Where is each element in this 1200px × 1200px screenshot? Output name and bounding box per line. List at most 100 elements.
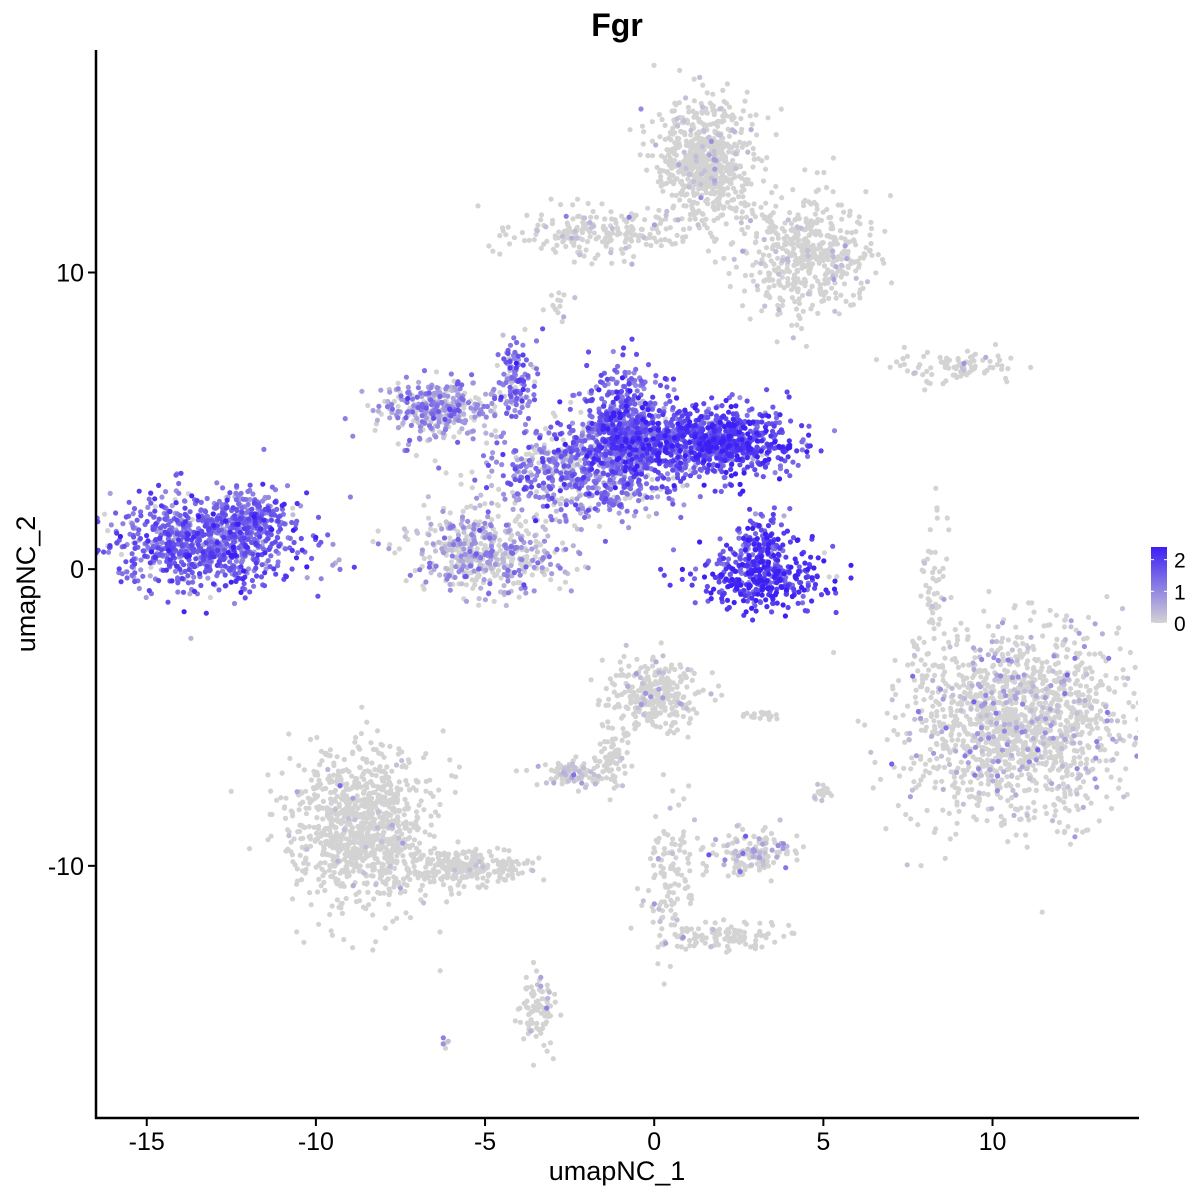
cell-point (408, 821, 414, 827)
cell-point (670, 125, 676, 131)
cell-point (526, 237, 532, 243)
cell-point (955, 737, 961, 743)
cell-point (548, 767, 555, 773)
cell-point (708, 190, 714, 197)
cell-point (705, 248, 712, 254)
cell-point (964, 348, 971, 354)
cell-point (1055, 692, 1061, 698)
cell-point (917, 362, 923, 368)
cell-point (739, 215, 745, 221)
cell-point (711, 144, 717, 150)
cell-point (375, 528, 381, 534)
cell-point (660, 168, 667, 174)
cell-point (814, 246, 820, 252)
cell-point (719, 692, 725, 698)
cell-point (863, 189, 869, 195)
cell-point (1004, 676, 1011, 683)
cell-point (380, 778, 386, 784)
cell-point (364, 781, 370, 787)
cell-point (723, 221, 729, 227)
cell-point (911, 779, 917, 785)
cell-point (497, 547, 503, 554)
cell-point (538, 988, 544, 994)
cell-point (758, 204, 764, 210)
cell-point (1058, 722, 1064, 728)
cell-point (1042, 700, 1049, 706)
cell-point (940, 807, 946, 813)
cell-point (967, 359, 973, 365)
cell-point (882, 228, 888, 234)
cell-point (924, 368, 930, 374)
cell-point (367, 824, 373, 830)
cell-point (540, 1021, 546, 1027)
cell-point (1060, 642, 1066, 648)
cell-point (953, 742, 959, 748)
cell-point (526, 531, 532, 537)
cell-point (306, 890, 313, 896)
cell-point (1063, 654, 1069, 660)
cell-point (818, 217, 825, 223)
cell-point (1022, 713, 1028, 720)
cell-point (741, 187, 747, 193)
cell-point (1044, 659, 1050, 665)
cell-point (354, 785, 360, 791)
cell-point (1015, 782, 1021, 788)
cell-point (615, 701, 621, 707)
cell-point (1166, 716, 1171, 721)
cell-point (499, 225, 506, 231)
cell-point (790, 187, 796, 193)
cell-point (794, 267, 800, 273)
cell-point (883, 826, 889, 832)
cell-point (803, 343, 810, 349)
cell-point (890, 683, 896, 689)
cell-point (349, 839, 355, 845)
cell-point (455, 839, 461, 845)
cell-point (357, 764, 363, 770)
cell-point (726, 149, 732, 155)
cell-point (773, 132, 779, 138)
cell-point (901, 344, 907, 350)
cell-point (996, 736, 1002, 742)
cell-point (370, 849, 376, 855)
cell-point (649, 138, 656, 144)
cell-point (349, 830, 355, 836)
cell-point (900, 712, 906, 718)
cell-point (1114, 751, 1120, 757)
cell-point (576, 244, 582, 250)
cell-point (1083, 793, 1089, 799)
cell-point (535, 998, 541, 1004)
cell-point (663, 226, 669, 232)
cell-point (884, 710, 890, 716)
cell-point (710, 103, 717, 109)
cell-point (1055, 697, 1061, 703)
cell-point (407, 876, 413, 883)
cell-point (440, 863, 446, 869)
cell-point (662, 707, 668, 713)
cell-point (552, 999, 558, 1005)
cell-point (856, 214, 862, 220)
cell-point (813, 188, 819, 195)
cell-point (148, 564, 154, 570)
cell-point (337, 870, 343, 876)
cell-point (673, 102, 679, 108)
cell-point (356, 889, 362, 895)
cell-point (721, 177, 727, 183)
cell-point (951, 719, 957, 725)
cell-point (733, 121, 739, 127)
cell-point (628, 224, 634, 230)
cell-point (660, 772, 667, 778)
cell-point (727, 144, 733, 151)
cell-point (365, 889, 371, 895)
cell-point (922, 761, 929, 767)
cell-point (362, 855, 368, 861)
cell-point (841, 281, 848, 287)
cell-point (942, 855, 948, 862)
cell-point (637, 152, 643, 158)
cell-point (509, 532, 515, 538)
cell-point (612, 217, 618, 223)
cell-point (685, 176, 691, 182)
cell-point (604, 231, 610, 237)
cell-point (535, 222, 541, 228)
cell-point (403, 778, 409, 784)
cell-point (830, 259, 836, 265)
